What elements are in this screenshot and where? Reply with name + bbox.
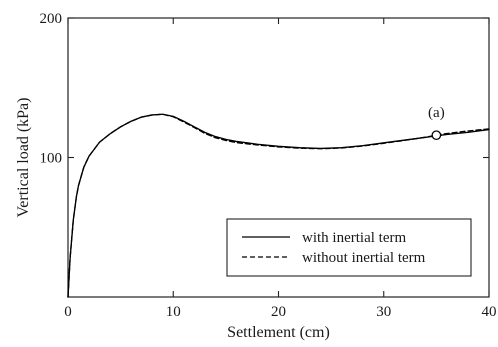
x-axis-tick-label: 30 <box>376 304 391 320</box>
annotation-label: (a) <box>428 105 445 121</box>
y-axis-tick-label: 100 <box>40 151 63 167</box>
legend-entry-without-inertial-term-label: without inertial term <box>302 250 426 266</box>
x-axis-label: Settlement (cm) <box>227 324 330 341</box>
y-axis-tick-label: 200 <box>40 11 63 27</box>
x-axis-tick-label: 10 <box>166 304 181 320</box>
series-group <box>67 113 490 298</box>
annotation-marker <box>431 130 442 141</box>
legend-entry-with-inertial-term-label: with inertial term <box>302 230 406 246</box>
y-axis-label: Vertical load (kPa) <box>15 98 32 218</box>
x-axis-tick-label: 20 <box>271 304 286 320</box>
series-line-without-inertial-term <box>67 113 490 298</box>
x-axis-tick-label: 40 <box>482 304 497 320</box>
axis-ticks: 0 10 20 30 40 100 200 <box>40 11 497 320</box>
x-axis-tick-label: 0 <box>64 304 72 320</box>
legend-box <box>226 218 472 277</box>
